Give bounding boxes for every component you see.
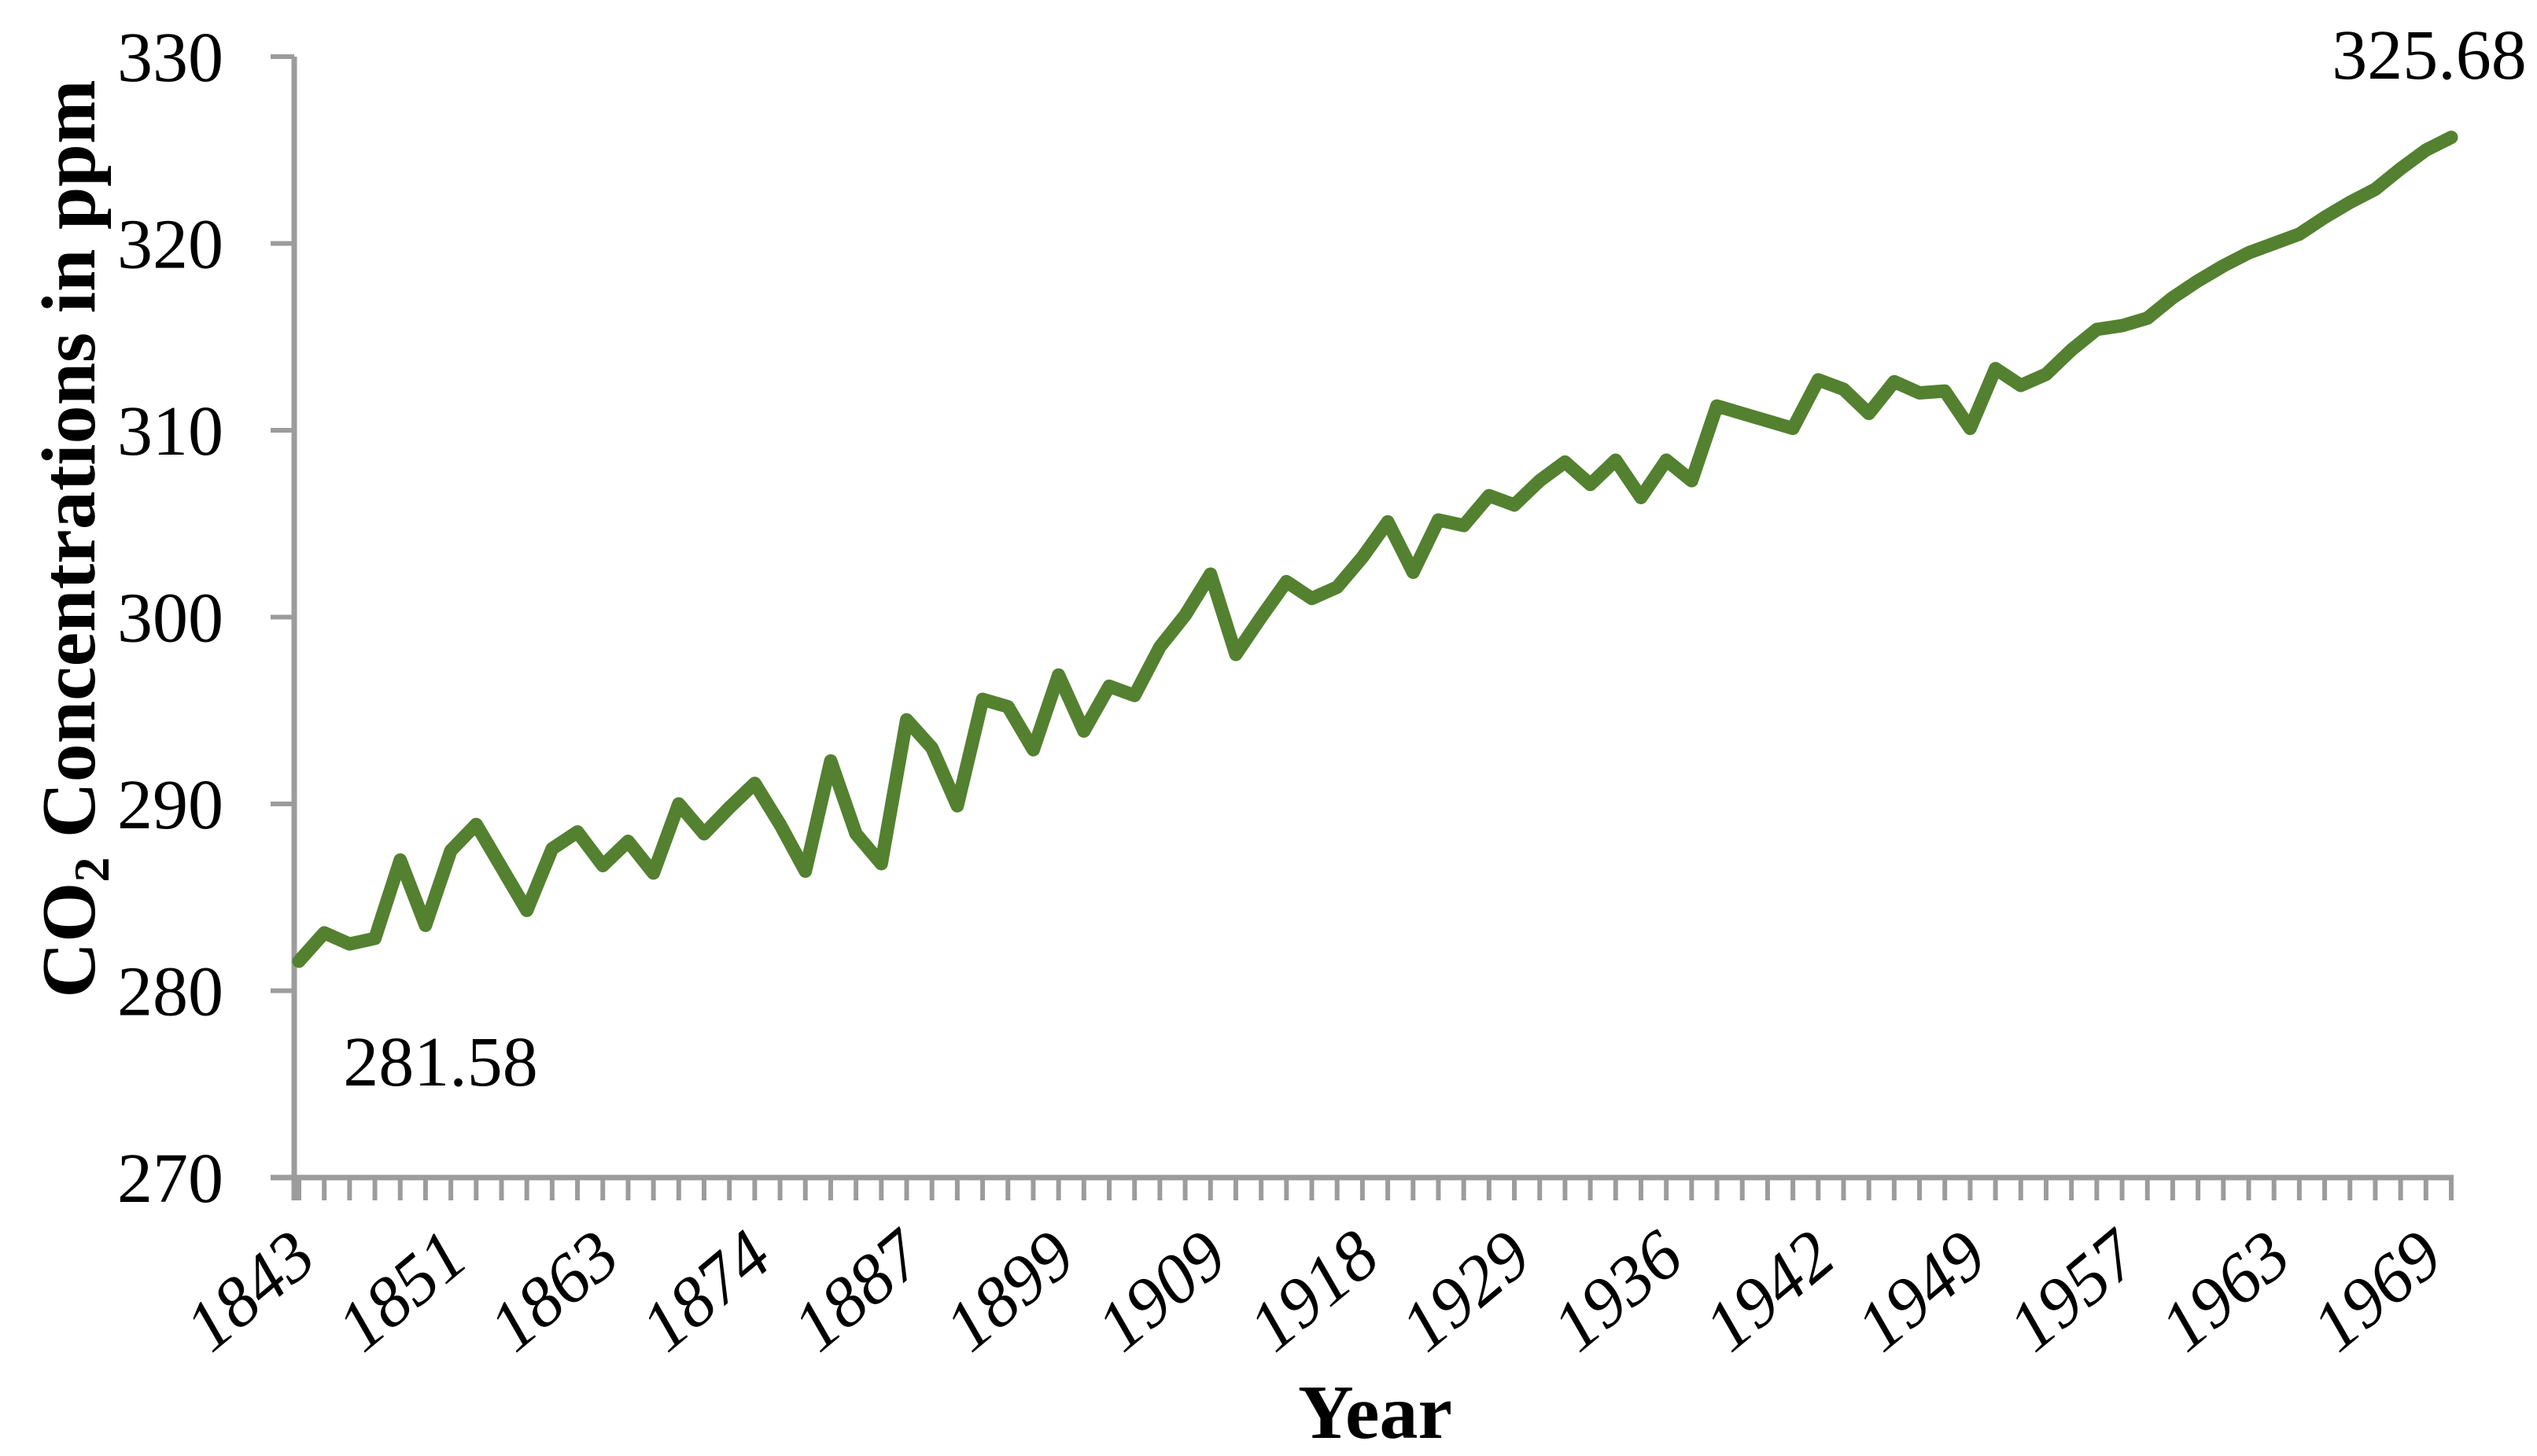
x-tick-label: 1909 xyxy=(1082,1215,1241,1366)
x-tick-label: 1887 xyxy=(779,1214,940,1366)
start-value-annotation: 281.58 xyxy=(343,1023,538,1101)
y-axis-title-rest: Concentrations in ppm xyxy=(27,79,112,857)
x-tick-label: 1851 xyxy=(323,1215,481,1366)
x-tick-label: 1949 xyxy=(1842,1215,2001,1366)
y-tick-label: 320 xyxy=(117,206,223,284)
x-tick-label: 1936 xyxy=(1538,1215,1697,1366)
axes-layer: 270 280 290 300 310 320 330 1843185118631874188… xyxy=(117,19,2457,1366)
x-tick-label: 1957 xyxy=(1994,1214,2155,1366)
y-tick-label: 280 xyxy=(117,953,223,1031)
x-tick-label: 1969 xyxy=(2298,1215,2457,1366)
x-tick-label: 1929 xyxy=(1386,1215,1545,1366)
x-axis-title: Year xyxy=(1298,1370,1452,1455)
series-layer xyxy=(292,131,2458,968)
y-axis-title: CO2 Concentrations in ppm xyxy=(27,79,120,997)
y-axis-title-subscript: 2 xyxy=(64,857,120,883)
x-tick-label: 1963 xyxy=(2146,1215,2305,1366)
x-tick-label: 1942 xyxy=(1691,1215,1849,1366)
end-value-annotation: 325.68 xyxy=(2332,17,2527,94)
y-tick-label: 330 xyxy=(117,19,223,97)
y-tick-label: 310 xyxy=(117,393,223,470)
y-axis-title-prefix: CO xyxy=(27,883,112,998)
co2-series-line xyxy=(292,131,2458,968)
x-tick-label: 1863 xyxy=(475,1215,634,1366)
y-tick-label: 300 xyxy=(117,580,223,658)
x-tick-label: 1874 xyxy=(627,1215,786,1366)
y-tick-label: 290 xyxy=(117,766,223,844)
y-tick-label: 270 xyxy=(117,1140,223,1218)
x-tick-label: 1899 xyxy=(931,1215,1090,1366)
x-tick-label: 1843 xyxy=(171,1215,330,1366)
x-tick-label: 1918 xyxy=(1234,1215,1393,1366)
